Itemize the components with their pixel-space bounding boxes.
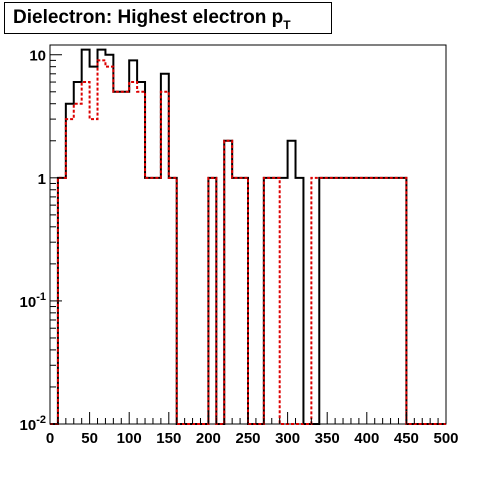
series-2-line [50, 59, 446, 425]
y-tick-label: 10-1 [20, 291, 46, 311]
y-tick-label: 1 [38, 171, 46, 188]
x-tick-label: 300 [275, 430, 300, 447]
x-tick-label: 100 [117, 430, 142, 447]
chart-title: Dielectron: Highest electron pT [4, 2, 332, 34]
x-tick-label: 50 [81, 430, 98, 447]
chart-title-subscript: T [283, 18, 291, 32]
x-tick-label: 450 [394, 430, 419, 447]
x-tick-label: 350 [315, 430, 340, 447]
y-tick-label: 10-2 [20, 414, 46, 434]
chart-title-text: Dielectron: Highest electron p [13, 7, 284, 28]
x-tick-label: 400 [354, 430, 379, 447]
y-tick-label: 10 [29, 48, 46, 65]
x-tick-label: 250 [235, 430, 260, 447]
x-tick-label: 0 [46, 430, 54, 447]
x-tick-label: 200 [196, 430, 221, 447]
x-tick-label: 500 [433, 430, 458, 447]
x-tick-label: 150 [156, 430, 181, 447]
